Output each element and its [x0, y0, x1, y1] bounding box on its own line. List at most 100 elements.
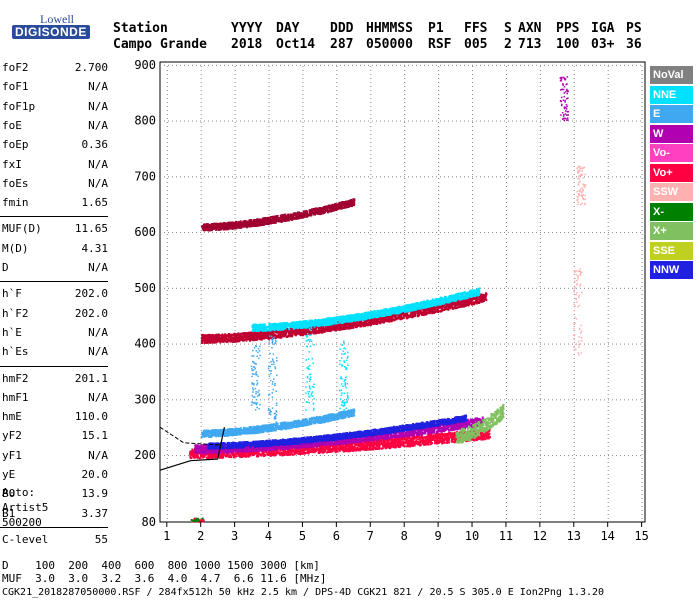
- trace-point: [325, 447, 328, 450]
- grid-dot: [505, 422, 507, 423]
- grid-dot: [404, 346, 406, 347]
- grid-dot: [404, 354, 406, 355]
- grid-dot: [404, 126, 406, 127]
- grid-dot: [302, 366, 304, 367]
- grid-dot: [200, 178, 202, 179]
- y-tick-label: 500: [134, 281, 156, 295]
- grid-dot: [370, 510, 372, 511]
- grid-dot: [166, 362, 168, 363]
- grid-dot: [328, 399, 329, 401]
- grid-dot: [336, 90, 338, 91]
- grid-dot: [404, 498, 406, 499]
- grid-dot: [505, 194, 507, 195]
- grid-dot: [505, 202, 507, 203]
- grid-dot: [208, 232, 209, 234]
- grid-dot: [370, 370, 372, 371]
- grid-dot: [276, 287, 277, 289]
- grid-dot: [370, 262, 372, 263]
- grid-dot: [624, 455, 625, 457]
- grid-dot: [573, 402, 575, 403]
- grid-dot: [348, 343, 349, 345]
- grid-dot: [472, 102, 474, 103]
- grid-dot: [370, 78, 372, 79]
- grid-dot: [404, 262, 406, 263]
- grid-dot: [448, 399, 449, 401]
- grid-dot: [612, 176, 613, 178]
- grid-dot: [340, 455, 341, 457]
- header-value-station: Campo Grande: [113, 37, 207, 52]
- grid-dot: [166, 254, 168, 255]
- grid-dot: [472, 274, 474, 275]
- grid-dot: [540, 287, 541, 289]
- grid-dot: [505, 166, 507, 167]
- grid-dot: [368, 287, 369, 289]
- grid-dot: [302, 258, 304, 259]
- grid-dot: [539, 446, 541, 447]
- grid-dot: [180, 455, 181, 457]
- grid-dot: [416, 64, 417, 66]
- grid-dot: [548, 120, 549, 122]
- param-name: yF2: [2, 429, 22, 443]
- grid-dot: [404, 270, 406, 271]
- grid-dot: [568, 64, 569, 66]
- grid-dot: [504, 232, 505, 234]
- grid-dot: [505, 174, 507, 175]
- grid-dot: [404, 458, 406, 459]
- grid-dot: [404, 482, 406, 483]
- grid-dot: [539, 70, 541, 71]
- grid-dot: [166, 406, 168, 407]
- grid-dot: [404, 114, 406, 115]
- grid-dot: [404, 334, 406, 335]
- grid-dot: [560, 120, 561, 122]
- grid-dot: [268, 494, 270, 495]
- grid-dot: [300, 287, 301, 289]
- grid-dot: [166, 390, 168, 391]
- grid-dot: [166, 266, 168, 267]
- grid-dot: [536, 120, 537, 122]
- grid-dot: [268, 206, 270, 207]
- grid-dot: [472, 120, 473, 122]
- grid-dot: [384, 455, 385, 457]
- grid-dot: [268, 290, 270, 291]
- grid-dot: [607, 366, 609, 367]
- grid-dot: [607, 350, 609, 351]
- grid-dot: [472, 110, 474, 111]
- grid-dot: [268, 406, 270, 407]
- grid-dot: [572, 455, 573, 457]
- grid-dot: [641, 302, 643, 303]
- grid-dot: [508, 232, 509, 234]
- grid-dot: [296, 176, 297, 178]
- grid-dot: [268, 294, 270, 295]
- grid-dot: [312, 176, 313, 178]
- grid-dot: [624, 343, 625, 345]
- grid-dot: [505, 394, 507, 395]
- grid-dot: [607, 258, 609, 259]
- grid-dot: [200, 258, 202, 259]
- grid-dot: [540, 64, 541, 66]
- grid-dot: [524, 399, 525, 401]
- param-row: yF2 15.1: [2, 426, 108, 445]
- grid-dot: [356, 343, 357, 345]
- grid-dot: [232, 64, 233, 66]
- grid-dot: [364, 64, 365, 66]
- grid-dot: [268, 190, 270, 191]
- grid-dot: [607, 302, 609, 303]
- grid-dot: [539, 518, 541, 519]
- grid-dot: [438, 390, 440, 391]
- grid-dot: [212, 232, 213, 234]
- grid-dot: [438, 374, 440, 375]
- grid-dot: [348, 287, 349, 289]
- grid-dot: [584, 232, 585, 234]
- grid-dot: [573, 442, 575, 443]
- grid-dot: [336, 386, 338, 387]
- x-tick-label: 13: [567, 529, 581, 543]
- grid-dot: [212, 120, 213, 122]
- grid-dot: [240, 120, 241, 122]
- grid-dot: [380, 176, 381, 178]
- grid-dot: [380, 343, 381, 345]
- grid-dot: [539, 318, 541, 319]
- grid-dot: [200, 120, 201, 122]
- grid-dot: [336, 246, 338, 247]
- grid-dot: [234, 326, 236, 327]
- grid-dot: [248, 287, 249, 289]
